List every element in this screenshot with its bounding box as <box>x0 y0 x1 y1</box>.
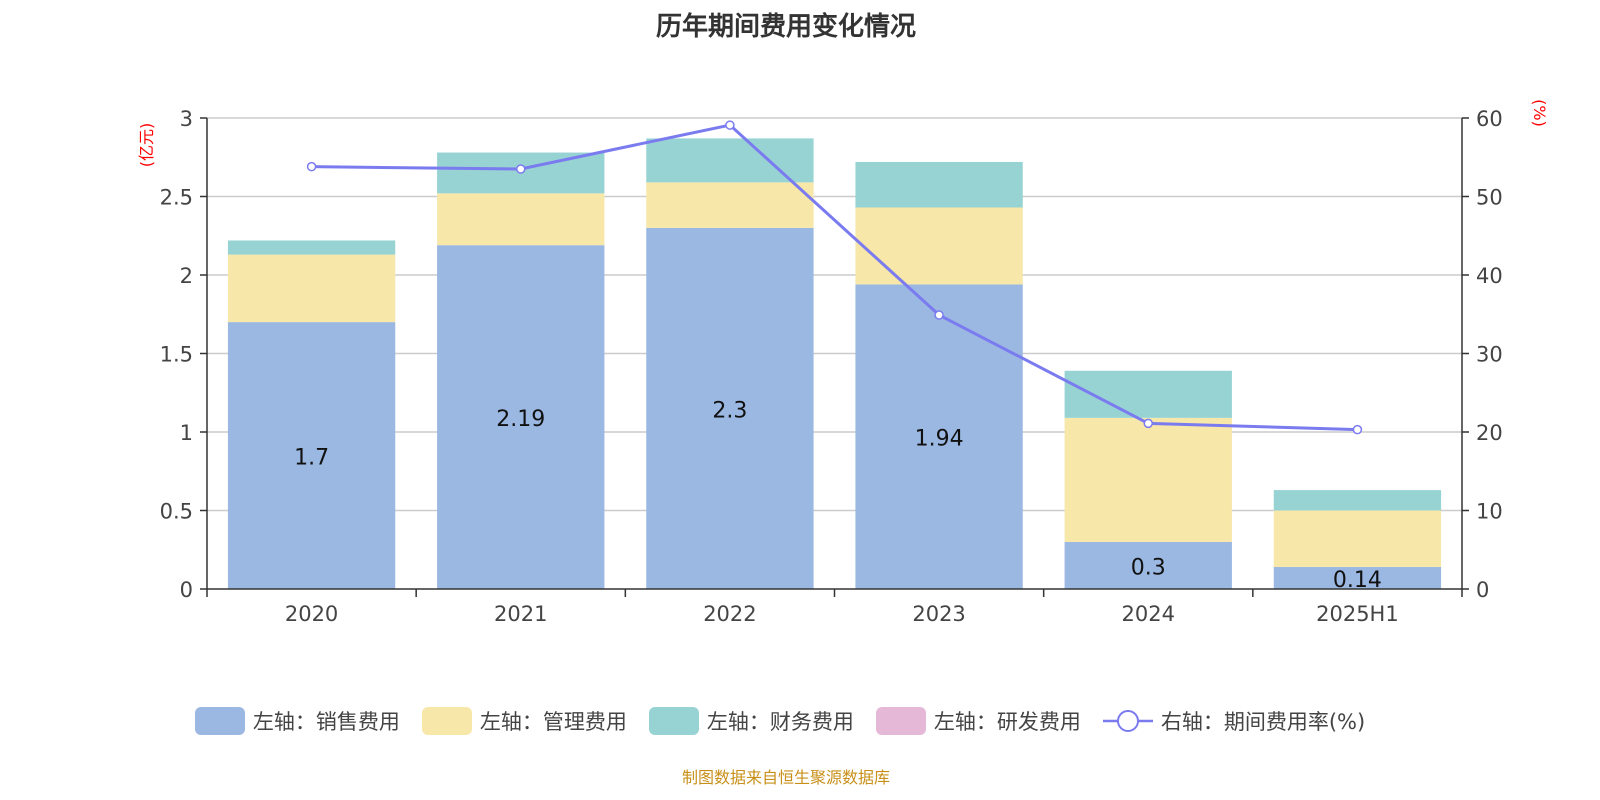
bar-segment <box>855 161 1023 208</box>
bar-segment <box>437 193 605 246</box>
x-tick-label: 2021 <box>494 602 547 626</box>
y-right-tick-label: 10 <box>1476 500 1503 524</box>
line-point <box>934 310 944 320</box>
y-left-tick-label: 1 <box>180 421 193 445</box>
legend: 左轴：销售费用 左轴：管理费用 左轴：财务费用 左轴：研发费用 右轴：期间费用率(%) <box>0 706 1560 736</box>
bar-segment <box>855 284 1023 589</box>
bar-segment <box>646 227 814 589</box>
legend-swatch <box>194 707 245 735</box>
legend-swatch <box>648 707 699 735</box>
source-note: 制图数据来自恒生聚源数据库 <box>681 768 890 787</box>
line-series <box>311 123 1358 432</box>
legend-item[interactable]: 左轴：研发费用 <box>875 706 1081 736</box>
line-point <box>306 161 317 172</box>
y-left-tick-label: 0.5 <box>160 500 193 524</box>
legend-item[interactable]: 右轴：期间费用率(%) <box>1102 706 1366 736</box>
y-right-tick-label: 40 <box>1476 264 1503 288</box>
x-tick-label: 2023 <box>912 602 965 626</box>
x-tick-label: 2022 <box>703 602 756 626</box>
bar-segment <box>227 322 396 589</box>
bar-segment <box>1273 567 1442 589</box>
x-tick-label: 2020 <box>285 602 338 626</box>
bar-segment <box>855 207 1023 285</box>
legend-label: 右轴：期间费用率(%) <box>1160 710 1366 734</box>
bar-segment <box>646 138 814 183</box>
bar-data-label: 2.3 <box>712 398 747 423</box>
line-point <box>725 120 735 130</box>
x-tick-label: 2024 <box>1122 602 1175 626</box>
chart: 00.511.522.530102030405060(亿元)(%)1.72020… <box>137 99 1549 626</box>
y-left-tick-label: 1.5 <box>160 343 193 367</box>
legend-label: 左轴：销售费用 <box>252 710 400 734</box>
legend-item[interactable]: 左轴：管理费用 <box>421 706 627 736</box>
y-right-tick-label: 60 <box>1476 107 1503 131</box>
line-point <box>516 164 526 174</box>
x-tick-label: 2025H1 <box>1316 602 1399 626</box>
y-left-axis-label: (亿元) <box>137 123 156 168</box>
y-left-tick-label: 2.5 <box>160 186 193 210</box>
bar-segment <box>1064 541 1232 589</box>
legend-item[interactable]: 左轴：销售费用 <box>194 706 400 736</box>
y-left-tick-label: 3 <box>180 107 193 131</box>
bar-data-label: 1.94 <box>915 427 964 452</box>
legend-item[interactable]: 左轴：财务费用 <box>648 706 854 736</box>
bar-segment <box>1273 490 1442 511</box>
y-right-tick-label: 20 <box>1476 421 1503 445</box>
bar-segment <box>1273 510 1442 568</box>
y-right-tick-label: 0 <box>1476 578 1489 602</box>
bar-segment <box>1064 417 1232 542</box>
y-right-axis-label: (%) <box>1530 99 1549 127</box>
legend-label: 左轴：财务费用 <box>706 710 854 734</box>
bar-data-label: 2.19 <box>496 407 545 432</box>
y-left-tick-label: 0 <box>180 578 193 602</box>
chart-title: 历年期间费用变化情况 <box>655 12 916 42</box>
legend-label: 左轴：研发费用 <box>933 710 1081 734</box>
legend-swatch <box>875 707 926 735</box>
line-point <box>1352 424 1363 435</box>
bar-segment <box>227 240 396 255</box>
legend-swatch <box>421 707 472 735</box>
line-point <box>1143 418 1153 429</box>
bar-segment <box>437 245 605 590</box>
bar-segment <box>227 254 396 323</box>
y-right-tick-label: 50 <box>1476 186 1503 210</box>
legend-label: 左轴：管理费用 <box>479 710 627 734</box>
legend-line-icon <box>1102 710 1153 732</box>
bar-data-label: 0.3 <box>1131 555 1166 580</box>
bar-segment <box>646 182 814 228</box>
y-right-tick-label: 30 <box>1476 343 1503 367</box>
y-left-tick-label: 2 <box>180 264 193 288</box>
bar-data-label: 1.7 <box>294 446 329 471</box>
